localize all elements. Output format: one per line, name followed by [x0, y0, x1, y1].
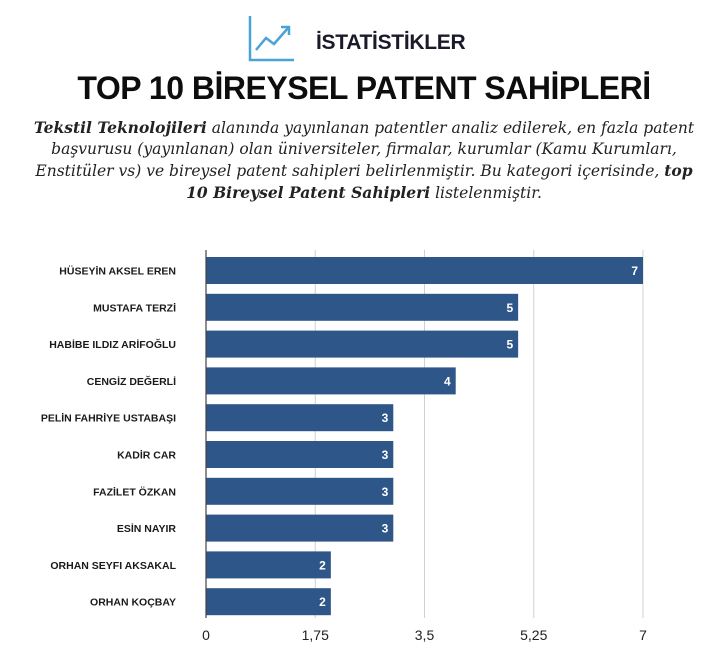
category-label: HÜSEYİN AKSEL EREN: [59, 265, 176, 278]
description-bold-2: top 10 Bireysel Patent Sahipleri: [186, 161, 693, 202]
data-label: 5: [506, 301, 513, 315]
category-label: FAZİLET ÖZKAN: [93, 485, 176, 498]
x-tick-label: 1,75: [302, 627, 329, 643]
description-text-1: alanında yayınlanan patentler analiz edi…: [35, 119, 695, 180]
page-title: TOP 10 BİREYSEL PATENT SAHİPLERİ: [77, 70, 651, 106]
section-header: İSTATİSTİKLER: [0, 14, 728, 64]
category-label: ORHAN SEYFI AKSAKAL: [50, 560, 176, 572]
bar: [206, 404, 394, 432]
category-label: KADİR CAR: [117, 449, 176, 462]
header-label: İSTATİSTİKLER: [316, 31, 466, 54]
x-tick-label: 0: [202, 627, 210, 643]
data-label: 4: [444, 374, 451, 388]
data-label: 5: [506, 338, 513, 352]
bar: [206, 257, 643, 284]
bar: [206, 588, 331, 616]
data-label: 3: [382, 411, 389, 425]
data-label: 2: [319, 595, 326, 609]
description-bold-1: Tekstil Teknolojileri: [33, 118, 207, 137]
category-label: ESİN NAYIR: [117, 522, 177, 535]
category-label: PELİN FAHRİYE USTABAŞI: [41, 412, 176, 425]
bar: [206, 441, 394, 468]
data-label: 3: [382, 522, 389, 536]
x-tick-label: 3,5: [415, 627, 435, 643]
line-chart-icon: [248, 16, 294, 62]
category-label: MUSTAFA TERZİ: [93, 301, 176, 314]
x-tick-label: 7: [639, 627, 647, 643]
bar: [206, 514, 394, 542]
category-label: HABİBE ILDIZ ARİFOĞLU: [49, 338, 176, 351]
description: Tekstil Teknolojileri alanında yayınlana…: [30, 117, 698, 204]
data-label: 7: [631, 264, 638, 278]
description-text-2: listelenmiştir.: [430, 184, 542, 202]
bar: [206, 477, 394, 505]
category-label: CENGİZ DEĞERLİ: [87, 375, 176, 388]
category-label: ORHAN KOÇBAY: [90, 597, 176, 609]
data-label: 2: [319, 558, 326, 572]
bar: [206, 293, 519, 321]
bar: [206, 367, 456, 395]
data-label: 3: [382, 485, 389, 499]
bar: [206, 551, 331, 579]
bar: [206, 330, 519, 358]
x-tick-label: 5,25: [520, 627, 547, 643]
data-label: 3: [382, 448, 389, 462]
